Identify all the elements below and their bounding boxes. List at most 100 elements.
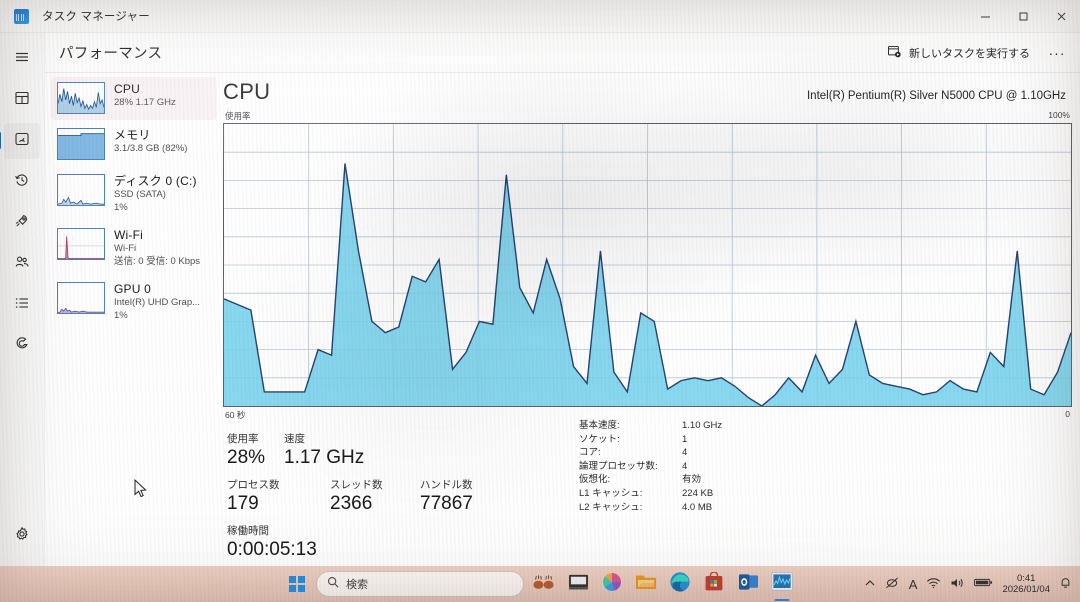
search-placeholder: 検索	[346, 579, 368, 591]
threads-value: 2366	[330, 493, 373, 514]
tray-chevron-icon[interactable]	[864, 578, 876, 591]
more-options-button[interactable]: ···	[1048, 44, 1066, 61]
users-icon	[14, 254, 30, 275]
page-bar-actions: 新しいタスクを実行する ···	[877, 39, 1080, 66]
resource-item-gpu[interactable]: GPU 0 Intel(R) UHD Grap... 1%	[51, 277, 217, 328]
speed-value: 1.17 GHz	[284, 447, 365, 468]
resource-item-cpu[interactable]: CPU 28% 1.17 GHz	[51, 77, 217, 120]
taskbar-app-copilot[interactable]	[598, 570, 626, 598]
ime-mode-indicator[interactable]: A	[908, 576, 918, 592]
hamburger-menu-button[interactable]	[4, 41, 40, 77]
spec-value: 4.0 MB	[682, 501, 713, 513]
taskbar-app-widgets[interactable]	[530, 570, 558, 598]
sidebar-item-processes[interactable]	[4, 82, 40, 118]
settings-button[interactable]	[4, 518, 40, 554]
taskbar-clock[interactable]: 0:41 2026/01/04	[1002, 573, 1050, 596]
resource-item-wifi[interactable]: Wi-Fi Wi-Fi 送信: 0 受信: 0 Kbps	[51, 223, 217, 274]
disk-sparkline-thumbnail	[57, 174, 105, 206]
spec-value: 1.10 GHz	[682, 420, 723, 431]
resource-item-disk[interactable]: ディスク 0 (C:) SSD (SATA) 1%	[51, 169, 217, 220]
taskbar-app-folder[interactable]	[632, 570, 660, 598]
rocket-icon	[14, 213, 30, 234]
taskbar-app-outlook[interactable]	[734, 570, 762, 598]
system-tray: A	[864, 573, 1072, 596]
spec-row: コア: 4	[579, 446, 1072, 460]
spec-row: L2 キャッシュ: 4.0 MB	[579, 501, 1072, 515]
resource-list: CPU 28% 1.17 GHz	[45, 73, 217, 566]
chart-top-axis: 使用率 100%	[223, 110, 1072, 123]
no-entry-icon[interactable]	[885, 576, 900, 592]
list-icon	[14, 295, 30, 316]
cpu-utilization-chart[interactable]	[223, 123, 1072, 407]
panes: CPU 28% 1.17 GHz	[45, 73, 1080, 566]
uptime-label: 稼働時間	[227, 525, 269, 537]
cpu-stats-columns: プロセス数 スレッド数 ハンドル数 179 2366 77867	[227, 419, 567, 569]
nav-rail	[0, 33, 45, 566]
minimize-button[interactable]	[966, 0, 1004, 33]
resource-sub: 28% 1.17 GHz	[114, 97, 176, 108]
spec-value: 4	[682, 460, 688, 472]
run-new-task-button[interactable]: 新しいタスクを実行する	[877, 39, 1040, 66]
chart-bottom-axis: 60 秒 0	[223, 409, 1072, 421]
spec-row: ソケット: 1	[579, 433, 1072, 447]
spec-value: 4	[682, 447, 688, 459]
content-area: パフォーマンス 新しいタスクを実行する	[45, 33, 1080, 566]
maximize-button[interactable]	[1004, 0, 1042, 33]
hamburger-icon	[14, 49, 30, 70]
cpu-stats: 使用率 速度 28% 1.17 GHz	[223, 431, 1072, 477]
notification-bell-icon[interactable]	[1059, 576, 1072, 592]
taskbar-app-task-manager[interactable]	[768, 570, 796, 598]
taskbar: 検索	[0, 566, 1080, 602]
taskbar-app-edge[interactable]	[666, 570, 694, 598]
windows-start-icon	[289, 576, 305, 592]
resource-item-text: メモリ 3.1/3.8 GB (82%)	[114, 128, 187, 155]
start-button[interactable]	[284, 571, 310, 597]
speed-label: 速度	[284, 433, 305, 445]
taskbar-app-file-explorer-alt[interactable]	[564, 570, 592, 598]
memory-area-thumbnail	[57, 128, 105, 160]
run-new-task-label: 新しいタスクを実行する	[909, 47, 1030, 60]
title-bar[interactable]: タスク マネージャー	[0, 0, 1080, 33]
wifi-icon[interactable]	[926, 577, 941, 592]
chart-x-right-label: 0	[1065, 409, 1070, 419]
spec-row: 仮想化: 有効	[579, 473, 1072, 487]
sidebar-item-app-history[interactable]	[4, 164, 40, 200]
spec-value: 224 KB	[682, 487, 714, 499]
sidebar-item-services[interactable]	[4, 328, 40, 364]
resource-sub: 3.1/3.8 GB (82%)	[114, 143, 188, 154]
page-bar: パフォーマンス 新しいタスクを実行する	[45, 33, 1080, 73]
processes-label: プロセス数	[227, 479, 280, 491]
stat-labels-row: 使用率 速度	[227, 431, 397, 446]
sidebar-item-users[interactable]	[4, 246, 40, 282]
store-icon	[704, 570, 724, 597]
handles-value: 77867	[420, 493, 473, 514]
taskbar-app-store[interactable]	[700, 570, 728, 598]
sidebar-item-performance[interactable]	[0, 123, 40, 159]
spec-key: コア:	[579, 447, 601, 459]
cpu-area-fill	[224, 163, 1071, 406]
volume-icon[interactable]	[950, 577, 965, 592]
resource-sub2: 1%	[114, 202, 128, 213]
resource-item-text: Wi-Fi Wi-Fi 送信: 0 受信: 0 Kbps	[114, 228, 200, 268]
gear-icon	[14, 526, 30, 547]
battery-icon[interactable]	[974, 577, 993, 591]
search-input[interactable]: 検索	[316, 571, 524, 597]
cpu-stats-grid: プロセス数 スレッド数 ハンドル数 179 2366 77867	[223, 419, 1072, 569]
sidebar-item-details[interactable]	[4, 287, 40, 323]
stat-group-counts: プロセス数 スレッド数 ハンドル数 179 2366 77867	[227, 477, 567, 516]
spec-key: 基本速度:	[579, 420, 620, 431]
utilization-label: 使用率	[227, 433, 259, 445]
cpu-model-name: Intel(R) Pentium(R) Silver N5000 CPU @ 1…	[806, 90, 1066, 102]
resource-name: Wi-Fi	[114, 228, 143, 242]
processes-icon	[14, 90, 30, 111]
resource-sub2: 送信: 0 受信: 0 Kbps	[114, 256, 201, 267]
close-button[interactable]	[1042, 0, 1080, 33]
resource-item-text: CPU 28% 1.17 GHz	[114, 82, 176, 109]
page-title: パフォーマンス	[59, 46, 163, 62]
task-manager-icon	[14, 8, 29, 24]
stat-group-usage: 使用率 速度 28% 1.17 GHz	[227, 431, 397, 470]
copilot-icon	[601, 571, 623, 598]
resource-item-memory[interactable]: メモリ 3.1/3.8 GB (82%)	[51, 123, 217, 166]
sidebar-item-startup-apps[interactable]	[4, 205, 40, 241]
